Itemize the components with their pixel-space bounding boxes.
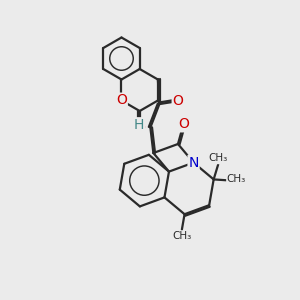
Text: CH₃: CH₃ bbox=[208, 154, 228, 164]
Text: N: N bbox=[188, 156, 199, 170]
Text: O: O bbox=[178, 118, 189, 131]
Text: O: O bbox=[116, 94, 127, 107]
Text: O: O bbox=[134, 122, 145, 135]
Text: CH₃: CH₃ bbox=[172, 231, 191, 241]
Text: H: H bbox=[134, 118, 144, 132]
Text: O: O bbox=[172, 94, 183, 108]
Text: CH₃: CH₃ bbox=[227, 174, 246, 184]
